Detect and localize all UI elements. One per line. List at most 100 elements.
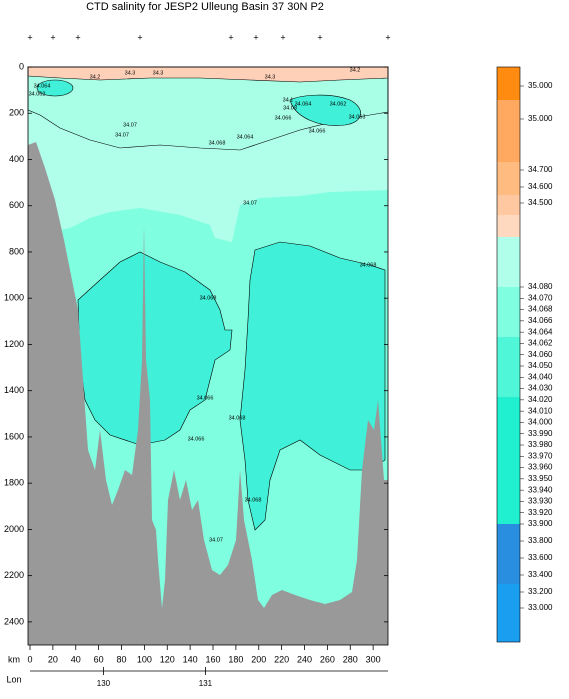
deep-core-left: [77, 251, 233, 446]
x-tick-label: 140: [183, 654, 198, 664]
x-tick-label: 300: [366, 654, 381, 664]
y-tick-label: 1200: [4, 339, 24, 349]
station-marker: +: [280, 32, 285, 42]
colorbar-band: [497, 100, 520, 162]
bathymetry: [28, 142, 388, 645]
x-tick-label: 240: [297, 654, 312, 664]
contour-label: 34.068: [360, 262, 377, 268]
colorbar-label: 34.080: [528, 282, 553, 291]
colorbar-label: 33.940: [528, 485, 553, 494]
station-marker: +: [385, 32, 390, 42]
colorbar-label: 34.068: [528, 305, 553, 314]
contour-label: 34.07: [123, 122, 137, 128]
colorbar-label: 34.030: [528, 384, 553, 393]
colorbar-label: 33.600: [528, 553, 553, 562]
station-marker: +: [50, 32, 55, 42]
colorbar-label: 34.040: [528, 372, 553, 381]
contour-label: 34.063: [349, 114, 366, 120]
station-marker: +: [317, 32, 322, 42]
contour-label: 34.062: [330, 101, 347, 107]
colorbar-label: 34.000: [528, 418, 553, 427]
contour-label: 34.2: [350, 67, 361, 73]
station-marker: +: [228, 32, 233, 42]
colorbar-label: 33.800: [528, 536, 553, 545]
contour-label: 34.062: [29, 91, 46, 97]
colorbar-label: 34.500: [528, 198, 553, 207]
colorbar-label: 33.980: [528, 440, 553, 449]
colorbar-band: [497, 237, 520, 287]
contour-label: 34.1: [283, 97, 294, 103]
y-tick-label: 400: [9, 154, 24, 164]
x-tick-label: 120: [160, 654, 175, 664]
colorbar-label: 34.064: [528, 327, 553, 336]
colorbar-label: 34.010: [528, 406, 553, 415]
y-tick-label: 1800: [4, 478, 24, 488]
colorbar-label: 33.900: [528, 519, 553, 528]
x-tick-label: 0: [27, 654, 32, 664]
contour-label: 34.07: [115, 132, 129, 138]
y-tick-label: 1600: [4, 431, 24, 441]
chart-title: CTD salinity for JESP2 Ulleung Basin 37 …: [86, 1, 324, 13]
contour-label: 34.064: [34, 83, 51, 89]
contour-label: 34.068: [200, 295, 217, 301]
station-marker: +: [75, 32, 80, 42]
contour-label: 34.3: [153, 70, 164, 76]
y-tick-label: 1000: [4, 293, 24, 303]
x-tick-label: 180: [228, 654, 243, 664]
x2-axis-label: Lon: [6, 674, 21, 684]
colorbar-label: 33.960: [528, 463, 553, 472]
x-axis-label: km: [8, 654, 20, 664]
y-tick-label: 2000: [4, 524, 24, 534]
x-tick-label: 100: [137, 654, 152, 664]
y-tick-label: 200: [9, 108, 24, 118]
colorbar-band: [497, 67, 520, 100]
colorbar-label: 34.062: [528, 339, 553, 348]
colorbar-label: 34.700: [528, 165, 553, 174]
x-tick-label: 200: [251, 654, 266, 664]
contour-label: 34.07: [243, 200, 257, 206]
station-marker: +: [27, 32, 32, 42]
x-tick-label: 260: [320, 654, 335, 664]
colorbar-label: 33.950: [528, 474, 553, 483]
x2-tick-label: 131: [199, 679, 213, 688]
contour-label: 34.3: [125, 70, 136, 76]
colorbar-band: [497, 162, 520, 195]
station-marker: +: [253, 32, 258, 42]
colorbar-label: 33.000: [528, 603, 553, 612]
y-tick-label: 2200: [4, 570, 24, 580]
colorbar-label: 35.000: [528, 114, 553, 123]
colorbar-band: [497, 397, 520, 524]
contour-label: 34.068: [229, 415, 246, 421]
colorbar: 35.000 35.000 34.700 34.600 34.500 34.080 34.0…: [496, 66, 553, 643]
contour-label: 34.07: [209, 537, 223, 543]
colorbar-label: 33.990: [528, 429, 553, 438]
contour-label: 34.066: [197, 395, 214, 401]
colorbar-label: 33.930: [528, 497, 553, 506]
colorbar-label: 33.200: [528, 587, 553, 596]
eddy-core: [289, 94, 361, 126]
station-marker: +: [137, 32, 142, 42]
colorbar-label: 34.066: [528, 316, 553, 325]
x-tick-label: 20: [48, 654, 58, 664]
colorbar-label: 34.020: [528, 395, 553, 404]
colorbar-label: 35.000: [528, 81, 553, 90]
contour-label: 34.066: [188, 436, 205, 442]
x-tick-label: 160: [205, 654, 220, 664]
colorbar-band: [497, 584, 520, 642]
x-tick-label: 280: [343, 654, 358, 664]
contour-labels: 34.234.3 34.334.334.234.06434.06234.134.0…: [29, 67, 377, 543]
colorbar-label: 33.970: [528, 451, 553, 460]
colorbar-labels: 35.000 35.000 34.700 34.600 34.500 34.080 34.0…: [520, 81, 553, 612]
colorbar-label: 34.070: [528, 293, 553, 302]
contour-label: 34.064: [237, 134, 254, 140]
colorbar-band: [497, 524, 520, 584]
colorbar-label: 33.400: [528, 570, 553, 579]
colorbar-band: [497, 215, 520, 237]
y-tick-label: 600: [9, 200, 24, 210]
colorbar-band: [497, 287, 520, 337]
x-tick-label: 220: [274, 654, 289, 664]
contour-label: 34.068: [245, 497, 262, 503]
contour-label: 34.3: [265, 74, 276, 80]
contour-label: 34.066: [309, 128, 326, 134]
